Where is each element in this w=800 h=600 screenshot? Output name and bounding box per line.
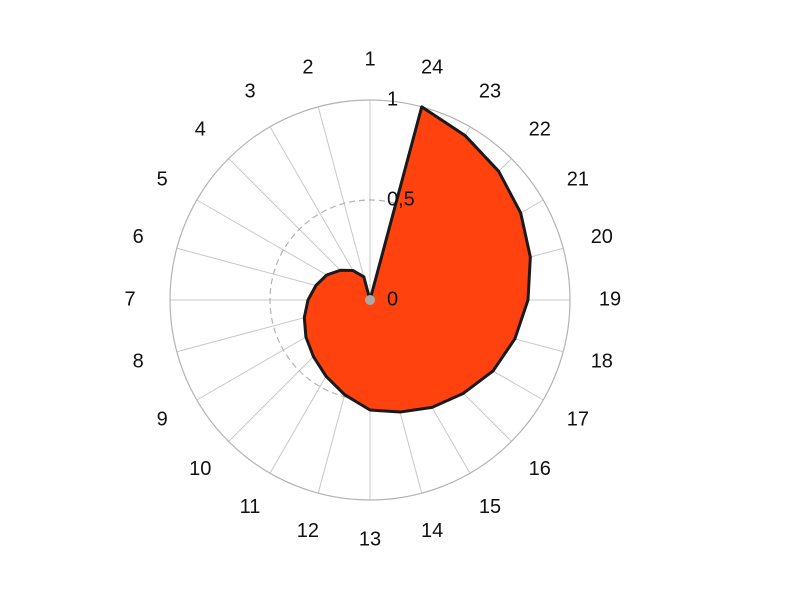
category-label: 11 [240,496,261,518]
category-label: 10 [189,458,211,480]
category-label: 4 [195,119,206,141]
category-label: 1 [364,48,375,70]
category-label: 15 [479,496,501,518]
category-label: 9 [157,408,168,430]
category-label: 23 [479,80,501,102]
radar-area [302,105,532,414]
category-label: 12 [297,520,319,542]
category-label: 21 [567,168,589,190]
category-label: 5 [157,168,168,190]
category-label: 13 [359,528,381,550]
category-label: 8 [133,350,144,372]
center [365,295,375,305]
category-label: 20 [591,226,613,248]
category-label: 6 [133,226,144,248]
r-tick-label: 0 [387,288,398,310]
category-label: 19 [599,288,621,310]
category-label: 14 [421,520,443,542]
category-label: 18 [591,350,613,372]
category-label: 2 [302,56,313,78]
category-label: 17 [567,408,589,430]
category-label: 16 [529,458,551,480]
category-label: 24 [421,56,443,78]
category-label: 3 [244,80,255,102]
r-tick-label: 0,5 [387,188,415,210]
category-label: 7 [124,288,135,310]
grid-circle [169,99,571,501]
category-label: 22 [529,119,551,141]
r-tick-label: 1 [387,88,398,110]
